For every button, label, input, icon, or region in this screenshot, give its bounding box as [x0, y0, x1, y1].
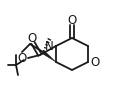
- Text: N: N: [44, 40, 53, 53]
- Text: O: O: [90, 55, 99, 68]
- Polygon shape: [42, 51, 56, 62]
- Text: O: O: [17, 53, 26, 65]
- Text: O: O: [67, 15, 76, 27]
- Text: O: O: [27, 32, 36, 44]
